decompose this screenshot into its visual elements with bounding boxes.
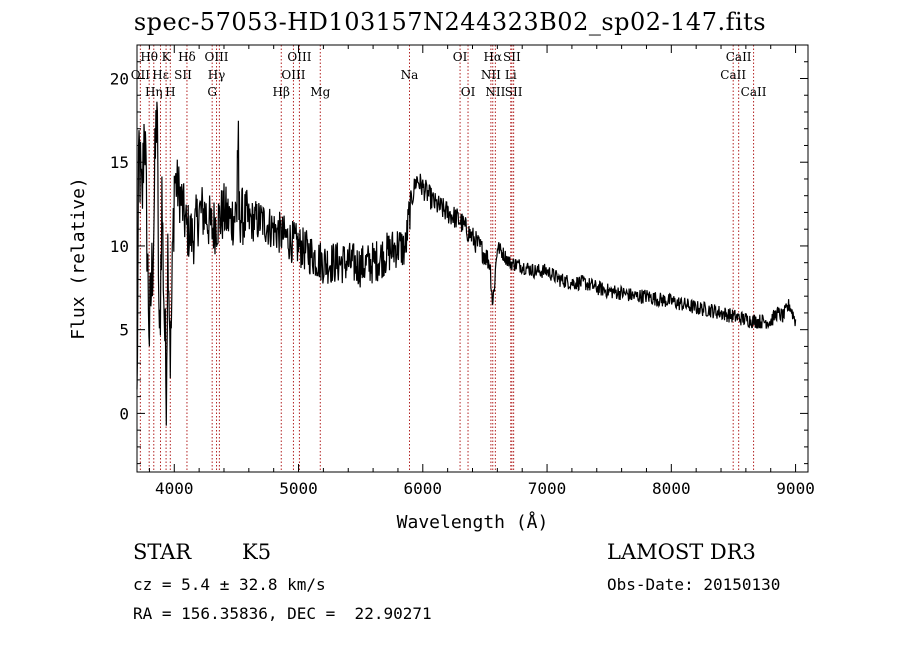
line-annotation: OIII bbox=[287, 50, 311, 64]
y-tick-label: 20 bbox=[110, 69, 129, 88]
line-annotation: Hε bbox=[152, 68, 169, 82]
line-annotation: Hβ bbox=[273, 85, 290, 99]
chart-title: spec-57053-HD103157N244323B02_sp02-147.f… bbox=[133, 8, 767, 36]
line-annotation: CaII bbox=[741, 85, 767, 99]
line-annotation: Hθ bbox=[140, 50, 158, 64]
line-annotation: Hη bbox=[145, 85, 163, 99]
line-annotation: NII bbox=[485, 85, 505, 99]
survey-name: LAMOST DR3 bbox=[607, 540, 756, 564]
line-annotation: K bbox=[162, 50, 172, 64]
line-annotation: Na bbox=[401, 68, 419, 82]
y-tick-label: 5 bbox=[119, 321, 129, 340]
line-annotation: Hγ bbox=[208, 68, 226, 82]
y-axis-label: Flux (relative) bbox=[68, 177, 89, 340]
x-tick-label: 9000 bbox=[776, 479, 815, 498]
redshift-text: cz = 5.4 ± 32.8 km/s bbox=[133, 575, 326, 594]
coordinates-text: RA = 156.35836, DEC = 22.90271 bbox=[133, 604, 432, 623]
line-annotation: SII bbox=[174, 68, 192, 82]
object-class: STAR bbox=[133, 540, 192, 564]
line-annotation: OI bbox=[453, 50, 468, 64]
line-annotation: Li bbox=[505, 68, 517, 82]
plot-frame bbox=[136, 44, 809, 473]
axis-ticks: 4000 5000 6000 7000 8000 9000 0 5 10 15 20 bbox=[110, 44, 815, 498]
line-annotation: NII bbox=[481, 68, 501, 82]
line-annotation: CaII bbox=[720, 68, 746, 82]
x-tick-label: 4000 bbox=[155, 479, 194, 498]
line-markers bbox=[139, 45, 755, 472]
y-tick-label: 0 bbox=[119, 404, 129, 423]
line-annotation: OII bbox=[131, 68, 151, 82]
x-axis-label: Wavelength (Å) bbox=[397, 511, 549, 533]
obs-date: Obs-Date: 20150130 bbox=[607, 575, 781, 594]
line-annotation: CaII bbox=[726, 50, 752, 64]
y-tick-label: 10 bbox=[110, 237, 129, 256]
spectrum-line bbox=[136, 101, 797, 426]
x-tick-label: 5000 bbox=[279, 479, 318, 498]
line-annotation: Mg bbox=[310, 85, 330, 99]
x-tick-label: 6000 bbox=[404, 479, 443, 498]
line-annotation: OI bbox=[461, 85, 476, 99]
line-annotation: SII bbox=[503, 50, 521, 64]
line-annotation: Hδ bbox=[178, 50, 196, 64]
spectrum-series bbox=[136, 101, 797, 426]
line-annotation: SII bbox=[505, 85, 523, 99]
line-annotation: OIII bbox=[204, 50, 228, 64]
object-subclass: K5 bbox=[242, 540, 272, 564]
x-tick-label: 7000 bbox=[528, 479, 567, 498]
line-annotation: OIII bbox=[281, 68, 305, 82]
line-annotation: G bbox=[207, 85, 217, 99]
y-tick-label: 15 bbox=[110, 153, 129, 172]
line-annotation: H bbox=[165, 85, 175, 99]
x-tick-label: 8000 bbox=[652, 479, 691, 498]
line-annotation: Hα bbox=[483, 50, 502, 64]
